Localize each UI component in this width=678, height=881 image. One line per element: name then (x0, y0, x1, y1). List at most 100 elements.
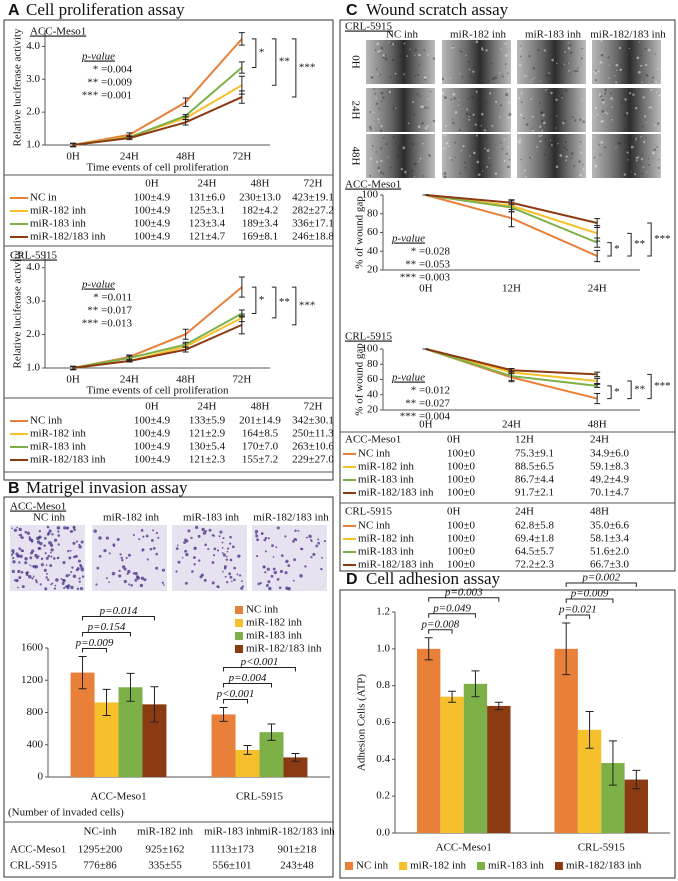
speckle (501, 148, 504, 150)
micrograph (366, 40, 435, 84)
table-header: miR-182 inh (137, 826, 193, 838)
x-tick-label: 24H (120, 151, 139, 163)
cell (36, 540, 41, 544)
cell (293, 538, 297, 541)
cell (317, 541, 321, 545)
cell (226, 555, 228, 558)
speckle (533, 76, 536, 79)
speckle (451, 46, 454, 49)
p-value: p<0.001 (216, 688, 255, 700)
speckle (443, 172, 447, 175)
speckle (507, 165, 510, 169)
cell (127, 553, 131, 557)
speckle (489, 164, 492, 167)
table-header: miR-182/183 inh (259, 826, 335, 838)
y-tick-label: 60 (367, 226, 379, 238)
cell (40, 563, 44, 567)
cell (138, 538, 141, 541)
cell (233, 578, 236, 582)
table-cell: 169±8.1 (242, 231, 278, 243)
cell (121, 559, 124, 562)
speckle (654, 124, 656, 127)
cell (57, 543, 60, 546)
speckle (634, 107, 638, 110)
speckle (499, 72, 501, 74)
cell (79, 564, 83, 567)
speckle (445, 141, 449, 145)
speckle (504, 42, 507, 45)
cell (39, 583, 42, 586)
speckle (623, 128, 626, 131)
speckle (519, 92, 521, 94)
speckle (500, 48, 502, 50)
cell (233, 566, 236, 570)
speckle (413, 162, 417, 166)
p-label: p-value (391, 372, 425, 384)
y-tick-label: 100 (362, 343, 379, 355)
y-axis-label: % of wound gap (354, 196, 366, 269)
speckle (532, 67, 535, 70)
speckle (479, 163, 482, 166)
cell (305, 536, 308, 539)
micrograph (517, 134, 586, 178)
cell (132, 572, 136, 575)
p-bracket (565, 614, 591, 620)
speckle (578, 160, 581, 163)
speckle (646, 171, 648, 173)
cell (95, 583, 98, 586)
error-bar (608, 740, 617, 786)
grid-title: CRL-5915 (345, 21, 393, 33)
speckle (378, 122, 380, 124)
table-cell: 229±27.0 (292, 454, 334, 466)
cell (112, 543, 116, 547)
cell (31, 565, 33, 568)
p-bracket (223, 699, 249, 704)
speckle (541, 80, 543, 83)
cell (66, 526, 69, 529)
cell (45, 556, 49, 560)
micrograph (442, 88, 511, 132)
y-axis-label: Relative luciferase activity (12, 250, 24, 368)
speckle (565, 89, 568, 92)
speckle (494, 172, 498, 175)
speckle (516, 140, 520, 143)
cell (78, 580, 81, 583)
cell (204, 543, 207, 547)
speckle (459, 50, 462, 53)
speckle (596, 113, 599, 116)
speckle (658, 159, 660, 161)
y-tick-label: 4.0 (26, 40, 40, 52)
cell (241, 580, 243, 583)
cell (78, 577, 81, 580)
cell (123, 567, 127, 571)
cell (103, 548, 107, 553)
cell (222, 553, 226, 557)
speckle (403, 112, 407, 115)
legend-swatch (235, 632, 243, 640)
speckle (395, 78, 397, 81)
speckle (620, 100, 623, 103)
cell (161, 568, 166, 572)
speckle (564, 51, 566, 53)
speckle (600, 61, 603, 64)
speckle (432, 119, 436, 123)
speckle (611, 118, 614, 121)
speckle (398, 146, 401, 150)
table-cell: 100±4.9 (134, 192, 171, 204)
cell (238, 574, 242, 577)
cell (175, 570, 178, 573)
table-cell: ACC-Meso1 (10, 844, 66, 856)
speckle (465, 112, 469, 116)
speckle (369, 110, 372, 114)
speckle (482, 170, 484, 172)
speckle (538, 135, 541, 138)
speckle (421, 122, 424, 125)
table-cell: 100±0 (447, 546, 476, 558)
speckle (523, 75, 526, 78)
speckle (411, 174, 414, 177)
speckle (598, 93, 602, 97)
table-cell: 100±0 (447, 559, 476, 571)
cell (68, 573, 71, 576)
speckle (428, 154, 431, 157)
cell (292, 579, 295, 582)
